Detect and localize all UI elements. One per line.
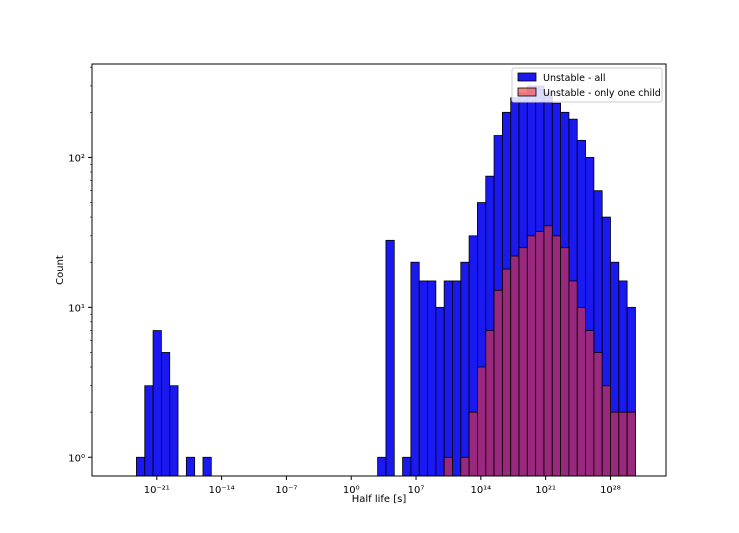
- x-tick-label-1: 10⁻¹⁴: [209, 485, 235, 496]
- x-axis: 10⁻²¹ 10⁻¹⁴ 10⁻⁷ 10⁰ 10⁷ 10¹⁴ 10²¹ 10²⁸: [144, 476, 621, 496]
- legend-swatch-all: [517, 72, 537, 82]
- bar-1-46: [518, 247, 528, 477]
- bar-0-4: [169, 385, 179, 477]
- bar-1-58: [618, 411, 628, 477]
- bar-0-8: [202, 456, 212, 477]
- bar-1-37: [443, 456, 453, 477]
- x-tick-label-7: 10²⁸: [600, 485, 621, 496]
- bar-1-48: [535, 231, 545, 477]
- bar-0-37: [443, 280, 453, 477]
- bar-0-30: [385, 239, 395, 477]
- y-axis-label: Count: [55, 255, 66, 285]
- bar-1-45: [510, 255, 520, 477]
- bar-0-1: [144, 385, 154, 477]
- bar-1-44: [501, 268, 512, 477]
- y-tick-label-1: 10¹: [68, 303, 85, 314]
- y-axis: 10⁰ 10¹ 10²: [68, 66, 92, 464]
- series-1: [443, 225, 636, 477]
- bar-0-0: [136, 456, 146, 477]
- bar-0-33: [410, 261, 420, 477]
- bar-0-3: [160, 352, 171, 477]
- bars-layer: [136, 85, 636, 477]
- legend: Unstable - all Unstable - only one child: [511, 67, 663, 103]
- bar-0-39: [460, 261, 470, 477]
- bar-1-52: [568, 280, 578, 477]
- legend-swatch-one-child: [517, 87, 537, 97]
- bar-1-47: [526, 235, 537, 477]
- bar-1-59: [626, 411, 636, 477]
- x-tick-label-2: 10⁻⁷: [275, 485, 297, 496]
- x-axis-label: Half life [s]: [352, 494, 407, 505]
- bar-1-40: [468, 411, 478, 477]
- bar-1-50: [551, 235, 562, 477]
- bar-0-35: [427, 280, 437, 477]
- bar-1-56: [601, 385, 611, 477]
- bar-0-29: [377, 456, 387, 477]
- bar-0-2: [152, 330, 162, 477]
- bar-1-43: [493, 289, 503, 477]
- bar-1-39: [460, 456, 470, 477]
- bar-1-57: [610, 411, 620, 477]
- bar-1-54: [585, 330, 595, 477]
- bar-0-36: [435, 306, 445, 477]
- legend-box: [511, 67, 663, 103]
- x-tick-label-3: 10⁰: [343, 485, 360, 496]
- bar-0-38: [452, 280, 462, 477]
- x-tick-label-4: 10⁷: [408, 485, 425, 496]
- y-tick-label-2: 10²: [68, 153, 85, 164]
- bar-1-51: [560, 247, 570, 477]
- bar-1-53: [576, 306, 586, 477]
- bar-1-49: [543, 225, 553, 477]
- bar-1-55: [593, 352, 603, 477]
- bar-0-34: [418, 280, 428, 477]
- x-tick-label-5: 10¹⁴: [470, 485, 491, 496]
- bar-0-6: [185, 456, 196, 477]
- y-tick-label-0: 10⁰: [68, 453, 85, 464]
- x-tick-label-0: 10⁻²¹: [144, 485, 170, 496]
- bar-0-32: [402, 456, 412, 477]
- plot-frame: [91, 63, 667, 477]
- legend-label-one-child: Unstable - only one child: [543, 88, 661, 99]
- x-tick-label-6: 10²¹: [535, 485, 556, 496]
- bar-1-42: [485, 330, 495, 477]
- bar-1-41: [477, 366, 487, 477]
- legend-label-all: Unstable - all: [543, 73, 606, 84]
